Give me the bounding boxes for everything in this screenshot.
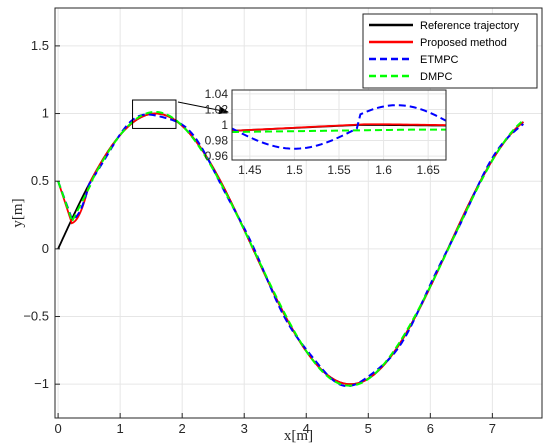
series-line xyxy=(57,110,525,387)
x-tick-label: 5 xyxy=(365,421,372,436)
x-axis-label: x[m] xyxy=(284,428,313,444)
x-tick-label: 4 xyxy=(303,421,310,436)
y-tick-label: 1.5 xyxy=(31,38,49,53)
inset-y-tick-label: 1.02 xyxy=(205,102,229,116)
inset-chart: 1.45 1.5 1.55 1.6 1.65 0.960.98 1 1.021.04 xyxy=(205,87,447,177)
plot-frame xyxy=(54,7,543,419)
inset-x-tick-label: 1.45 xyxy=(238,163,262,177)
main-series xyxy=(57,110,525,388)
series-line xyxy=(57,113,525,388)
y-axis-label: y[m] xyxy=(10,198,26,227)
legend-entry: Reference trajectory xyxy=(420,20,520,32)
inset-y-tick-label: 1.04 xyxy=(205,87,229,101)
x-tick-label: 0 xyxy=(54,421,61,436)
inset-frame xyxy=(231,89,447,161)
legend-entry: DMPC xyxy=(420,71,452,83)
legend: Reference trajectory Proposed method ETMPC… xyxy=(362,13,538,89)
inset-series-line xyxy=(232,128,446,133)
inset-series-line xyxy=(232,123,446,132)
inset-x-tick-label: 1.65 xyxy=(416,163,440,177)
x-tick-label: 2 xyxy=(179,421,186,436)
inset-x-tick-label: 1.5 xyxy=(286,163,303,177)
y-tick-label: 1 xyxy=(42,106,49,121)
zoom-region-box xyxy=(132,99,177,129)
x-tick-label: 1 xyxy=(117,421,124,436)
main-ticks: 0 1 2 3 4 5 6 7 −1 −0.5 0 0.5 1 1.5 xyxy=(23,38,496,436)
inset-x-tick-label: 1.6 xyxy=(375,163,392,177)
legend-entry: ETMPC xyxy=(420,54,459,66)
inset-y-tick-label: 0.98 xyxy=(205,134,229,148)
y-tick-label: 0.5 xyxy=(31,173,49,188)
x-tick-label: 7 xyxy=(489,421,496,436)
inset-series-line xyxy=(232,104,446,150)
y-tick-label: −1 xyxy=(34,376,49,391)
x-tick-label: 3 xyxy=(241,421,248,436)
inset-x-tick-label: 1.55 xyxy=(327,163,351,177)
legend-entry: Proposed method xyxy=(420,37,507,49)
y-tick-label: 0 xyxy=(42,241,49,256)
zoom-arrow xyxy=(177,101,229,115)
inset-y-tick-label: 0.96 xyxy=(205,149,229,163)
y-tick-label: −0.5 xyxy=(23,309,49,324)
inset-y-tick-label: 1 xyxy=(221,118,228,132)
x-tick-label: 6 xyxy=(427,421,434,436)
arrow-line xyxy=(177,101,229,115)
